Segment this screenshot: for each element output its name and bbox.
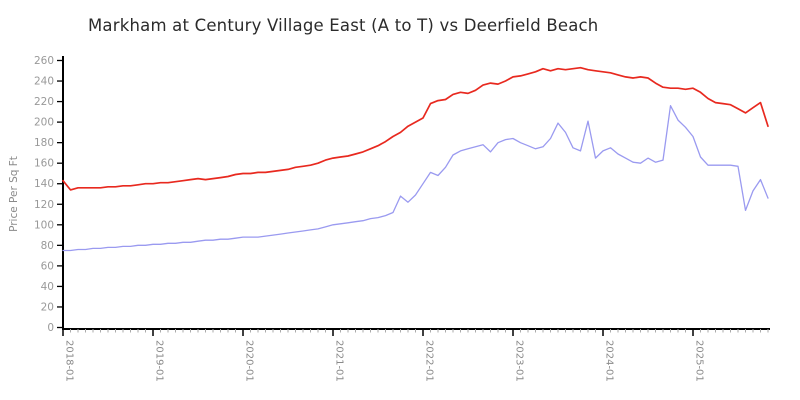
y-tick-label: 260 — [34, 55, 54, 67]
y-tick-label: 120 — [34, 199, 54, 211]
y-tick-label: 140 — [34, 178, 54, 190]
x-tick-label: 2018-01 — [64, 340, 75, 382]
x-tick-label: 2019-01 — [154, 340, 165, 382]
blue-lower-series-line — [62, 105, 769, 252]
y-axis-label: Price Per Sq Ft — [8, 156, 20, 232]
x-tick-label: 2023-01 — [514, 340, 525, 382]
x-tick-label: 2022-01 — [424, 340, 435, 382]
y-tick-label: 100 — [34, 219, 54, 231]
x-tick-label: 2020-01 — [244, 340, 255, 382]
y-tick-label: 40 — [41, 281, 54, 293]
chart-title: Markham at Century Village East (A to T)… — [88, 16, 599, 35]
y-tick-label: 20 — [41, 301, 54, 313]
y-tick-label: 240 — [34, 76, 54, 88]
x-tick-label: 2021-01 — [334, 340, 345, 382]
y-tick-label: 200 — [34, 117, 54, 129]
red-upper-series-line — [62, 66, 769, 191]
y-tick-label: 60 — [41, 260, 54, 272]
y-tick-label: 80 — [41, 240, 54, 252]
x-tick-label: 2024-01 — [604, 340, 615, 382]
y-tick-label: 0 — [47, 322, 54, 334]
y-tick-label: 160 — [34, 158, 54, 170]
y-tick-label: 220 — [34, 96, 54, 108]
y-tick-label: 180 — [34, 137, 54, 149]
x-tick-label: 2025-01 — [694, 340, 705, 382]
